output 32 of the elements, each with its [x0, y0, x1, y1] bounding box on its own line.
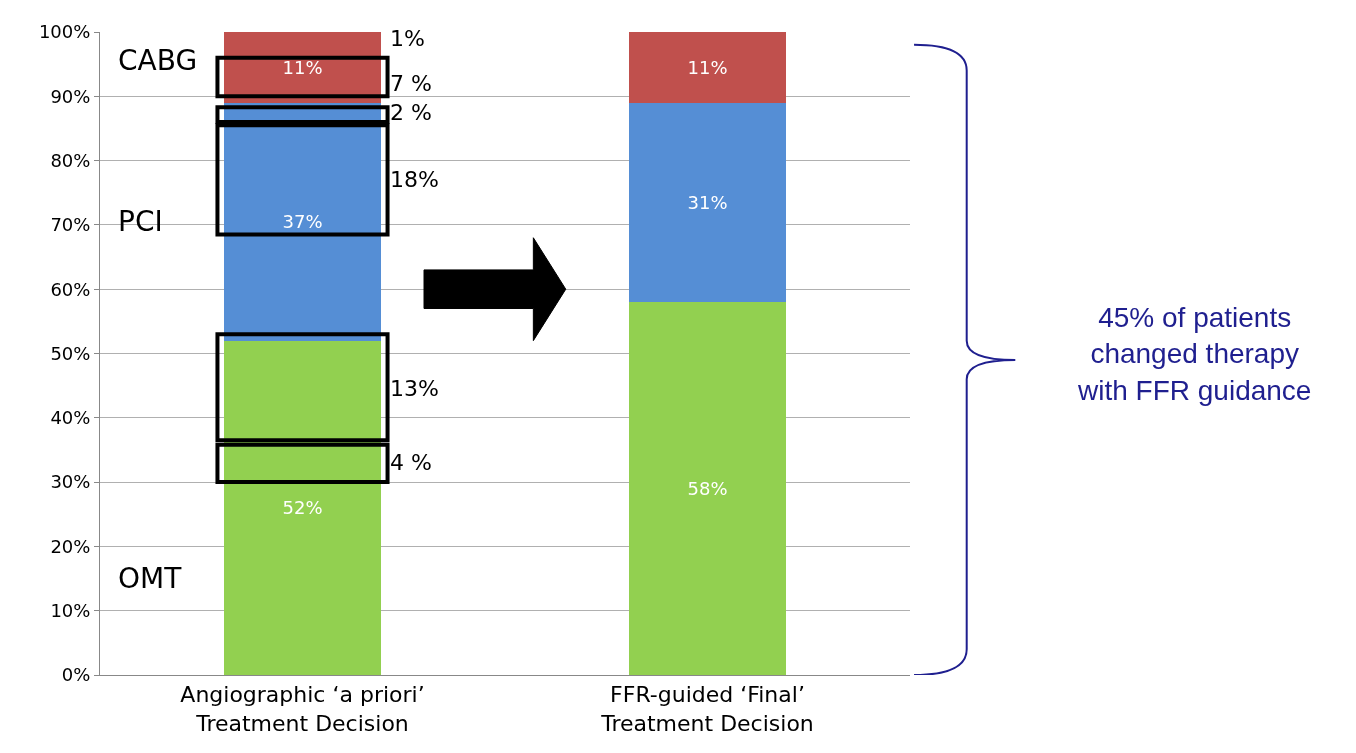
annotation: 13%	[390, 376, 439, 401]
data-label: 52%	[282, 497, 323, 519]
data-label: 11%	[687, 56, 728, 78]
data-label: 37%	[282, 211, 323, 233]
x-tick-label: FFR-guided ‘Final’ Treatment Decision	[600, 682, 814, 736]
bar	[628, 102, 787, 303]
y-tick-label: 20%	[50, 535, 91, 557]
annotation: 4 %	[390, 450, 432, 475]
data-label: 11%	[282, 56, 323, 78]
y-tick-label: 90%	[50, 85, 91, 107]
series-label: CABG	[118, 44, 198, 77]
y-tick-label: 70%	[50, 214, 91, 236]
y-tick-label: 30%	[50, 471, 91, 493]
y-tick-label: 40%	[50, 407, 91, 429]
data-label: 31%	[687, 191, 728, 213]
text: 45% of patients changed therapy with FFR guidance	[1077, 302, 1312, 406]
annotation: 2 %	[390, 100, 432, 125]
text: PCI	[118, 205, 163, 238]
data-label: 58%	[687, 478, 728, 500]
y-tick-label: 0%	[61, 664, 91, 686]
y-tick-label: 100%	[38, 21, 91, 43]
y-tick-label: 50%	[50, 342, 91, 364]
bar	[628, 302, 787, 675]
annotation: 1%	[390, 26, 425, 51]
y-tick-label: 60%	[50, 278, 91, 300]
annotation: 7 %	[390, 71, 432, 96]
y-tick-label: 80%	[50, 149, 91, 171]
series-label: OMT	[118, 562, 183, 595]
bar	[628, 32, 787, 103]
x-tick-label: Angiographic ‘a priori’ Treatment Decision	[180, 682, 425, 736]
y-tick-label: 10%	[50, 600, 91, 621]
annotation: 18%	[390, 167, 439, 192]
